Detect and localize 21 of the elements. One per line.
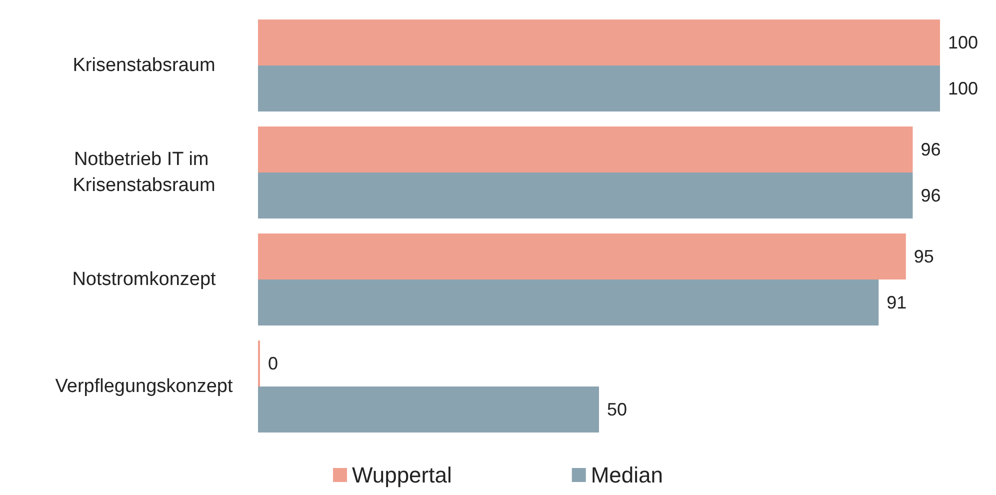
bar — [258, 280, 879, 326]
legend-label: Median — [590, 462, 664, 488]
y-tick-label: Krisenstabsraum — [72, 55, 216, 76]
bar — [258, 19, 940, 66]
data-label: 100 — [948, 78, 978, 99]
data-label: 100 — [948, 32, 978, 52]
data-label: 95 — [914, 246, 934, 266]
data-label: 91 — [886, 292, 907, 313]
legend-label: Wuppertal — [352, 462, 452, 488]
y-tick-label: Notstromkonzept — [72, 269, 217, 290]
bar — [258, 386, 599, 433]
bar — [258, 126, 913, 172]
bar — [258, 233, 906, 280]
data-label: 96 — [920, 139, 941, 160]
data-label: 0 — [268, 353, 278, 374]
y-tick-label: Notbetrieb IT im Krisenstabsraum — [72, 149, 216, 196]
data-label: 50 — [607, 400, 628, 420]
bar — [258, 172, 913, 219]
data-label: 96 — [920, 186, 941, 206]
y-tick-label: Verpflegungskonzept — [55, 376, 234, 397]
bar — [258, 66, 940, 112]
